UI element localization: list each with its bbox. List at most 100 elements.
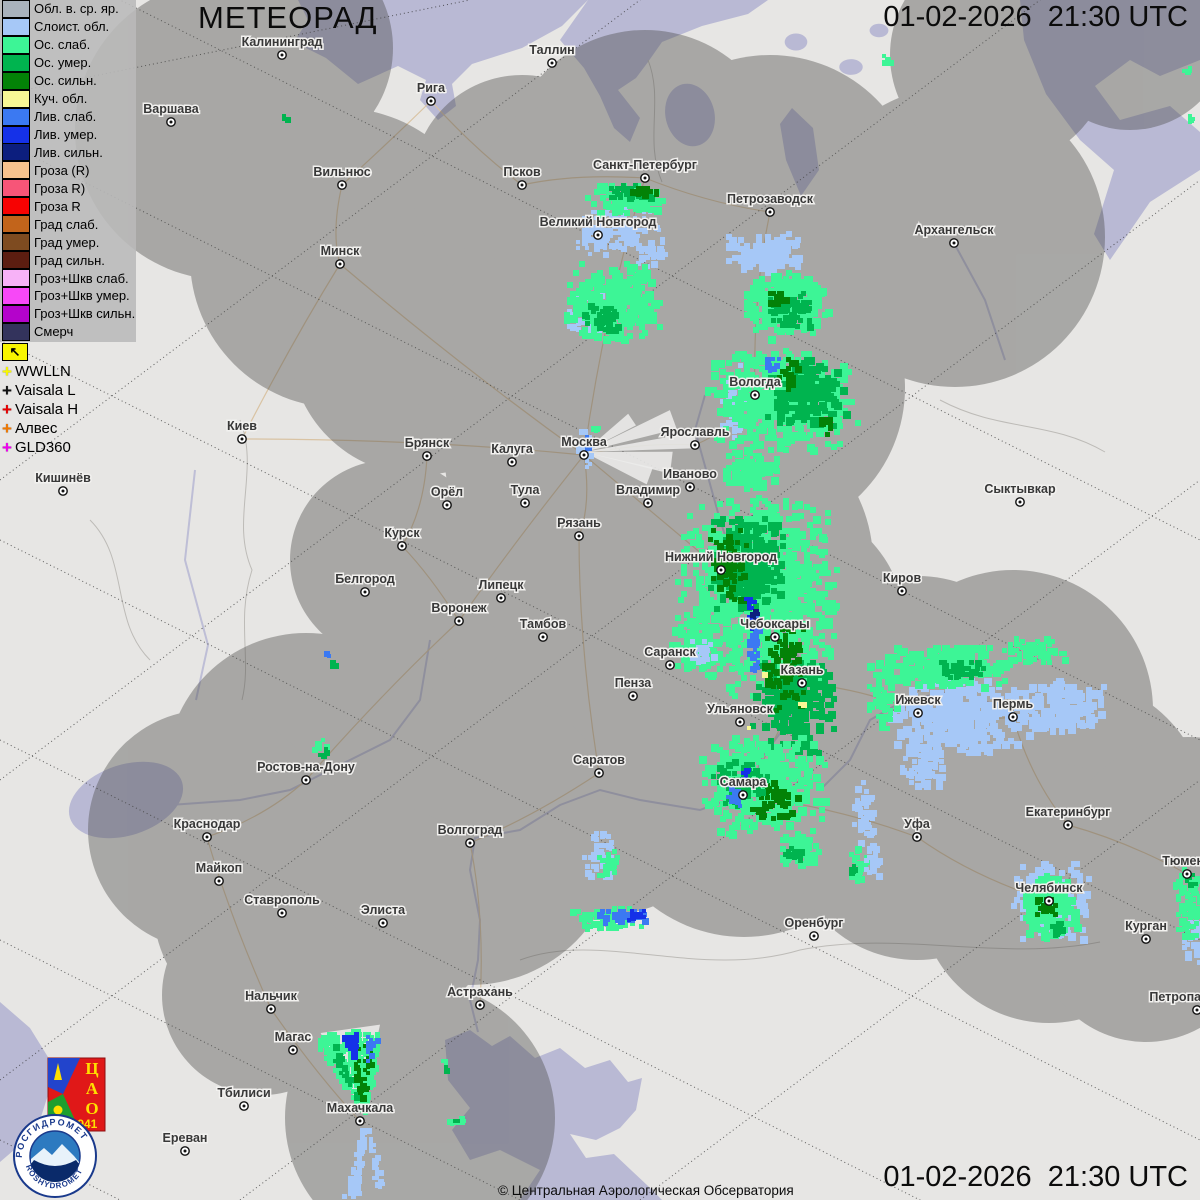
legend-item: Лив. слаб. [0,107,136,126]
legend-label: Лив. сильн. [34,144,103,160]
legend-label: Слоист. обл. [34,19,110,35]
city-marker: Чебоксары [739,616,811,642]
legend-item: Град умер. [0,233,136,252]
plus-marker-icon: + [2,380,12,400]
city-label: Брянск [405,436,450,450]
city-marker: Калуга [490,441,535,467]
legend-item: Гроза R) [0,179,136,198]
precip-blob-rain_strong [750,780,802,821]
precip-blob-rain_light [1188,114,1195,124]
precip-blob-rain_light [1002,636,1069,665]
legend-swatch [2,0,30,18]
city-label: Краснодар [174,817,241,831]
city-label: Ставрополь [244,893,320,907]
lightning-source-label: WWLLN [15,363,71,380]
city-marker: Рязань [556,515,603,541]
city-marker: Санкт-Петербург [592,157,698,183]
plus-marker-icon: + [2,437,12,457]
legend-label: Гроз+Шкв сильн. [34,306,136,322]
city-label: Тула [511,483,541,497]
city-marker: Тамбов [518,616,568,642]
legend-swatch [2,161,30,180]
city-marker: Тюмень [1161,853,1200,879]
radar-coverage-layer [75,0,1200,1200]
city-label: Махачкала [327,1101,395,1115]
legend-item: Гроз+Шкв умер. [0,286,136,305]
legend-swatch [2,71,30,90]
city-label: Орёл [431,485,463,499]
legend-label: Ос. сильн. [34,73,97,89]
city-marker: Краснодар [172,816,242,842]
precip-blob-rain_light [882,54,894,66]
precip-blob-shower_light [585,435,592,451]
city-marker: Белгород [334,571,396,597]
legend-item: Куч. обл. [0,89,136,108]
legend-label: Град слаб. [34,216,99,232]
city-label: Ереван [163,1131,208,1145]
city-label: Липецк [479,578,525,592]
legend-item: Гроза R [0,197,136,216]
legend-label: Лив. слаб. [34,109,97,125]
legend-label: Град сильн. [34,252,105,268]
city-marker: Оренбург [783,915,845,941]
radar-spoke [584,432,697,452]
city-marker: Минск [319,243,362,269]
city-marker: Вильнюс [312,164,372,190]
legend-swatch [2,143,30,162]
city-label: Екатеринбург [1026,805,1111,819]
precip-blob-rain_mod [453,1119,460,1123]
precip-blob-rain_light [1173,867,1200,940]
legend-item: Лив. сильн. [0,143,136,162]
city-marker: Саратов [572,752,627,778]
timestamp-top: 01-02-2026 21:30 UTC [883,1,1188,33]
precip-blob-stratus [864,843,883,880]
legend-label: Смерч [34,324,74,340]
city-marker: Воронеж [430,600,488,626]
city-label: Астрахань [447,985,513,999]
legend-swatch [2,322,30,341]
precip-blob-rain_mod [282,114,291,123]
plus-marker-icon: + [2,418,12,438]
plus-marker-icon: + [2,399,12,419]
legend-item: Град сильн. [0,251,136,270]
city-marker: Петропавловск [1148,989,1200,1015]
city-marker: Курган [1124,918,1168,944]
city-label: Воронеж [431,601,486,615]
cities-layer: Калининград Таллин Рига Варшава Санкт-Петерб… [34,34,1200,1156]
precip-blob-rain_strong [777,357,802,392]
precip-blob-shower_mod [741,768,751,781]
legend-swatch [2,233,30,252]
city-label: Сыктывкар [984,482,1056,496]
legend-label: Град умер. [34,234,100,250]
city-label: Таллин [529,43,574,57]
tornado-marker-icon: ↖ [2,343,28,361]
legend-swatch [2,35,30,54]
precip-blob-shower_light [324,651,331,658]
legend-label: Ос. умер. [34,55,92,71]
legend-swatch [2,215,30,234]
precip-blob-rain_light [564,261,663,344]
city-marker: Пермь [991,696,1035,722]
city-label: Владимир [616,483,680,497]
city-label: Челябинск [1015,881,1083,895]
legend-item: Слоист. обл. [0,17,136,36]
precip-blob-rain_strong [630,186,659,199]
legend-label: Обл. в. ср. яр. [34,1,119,17]
precip-blob-rain_mod [849,864,858,876]
city-marker: Ижевск [894,692,943,718]
legend-label: Гроз+Шкв умер. [34,288,130,304]
legend-item: Ос. умер. [0,53,136,72]
city-label: Псков [503,165,541,179]
precip-blob-rain_mod [783,846,805,863]
city-label: Курган [1125,919,1167,933]
legend-label: Лив. умер. [34,127,98,143]
city-marker: Киев [226,418,259,444]
city-label: Уфа [904,817,931,831]
city-marker: Липецк [477,577,526,603]
legend-swatch [2,179,30,198]
precip-blob-rain_mod [318,747,330,759]
city-label: Великий Новгород [540,215,657,229]
legend-item: Ос. слаб. [0,35,136,54]
